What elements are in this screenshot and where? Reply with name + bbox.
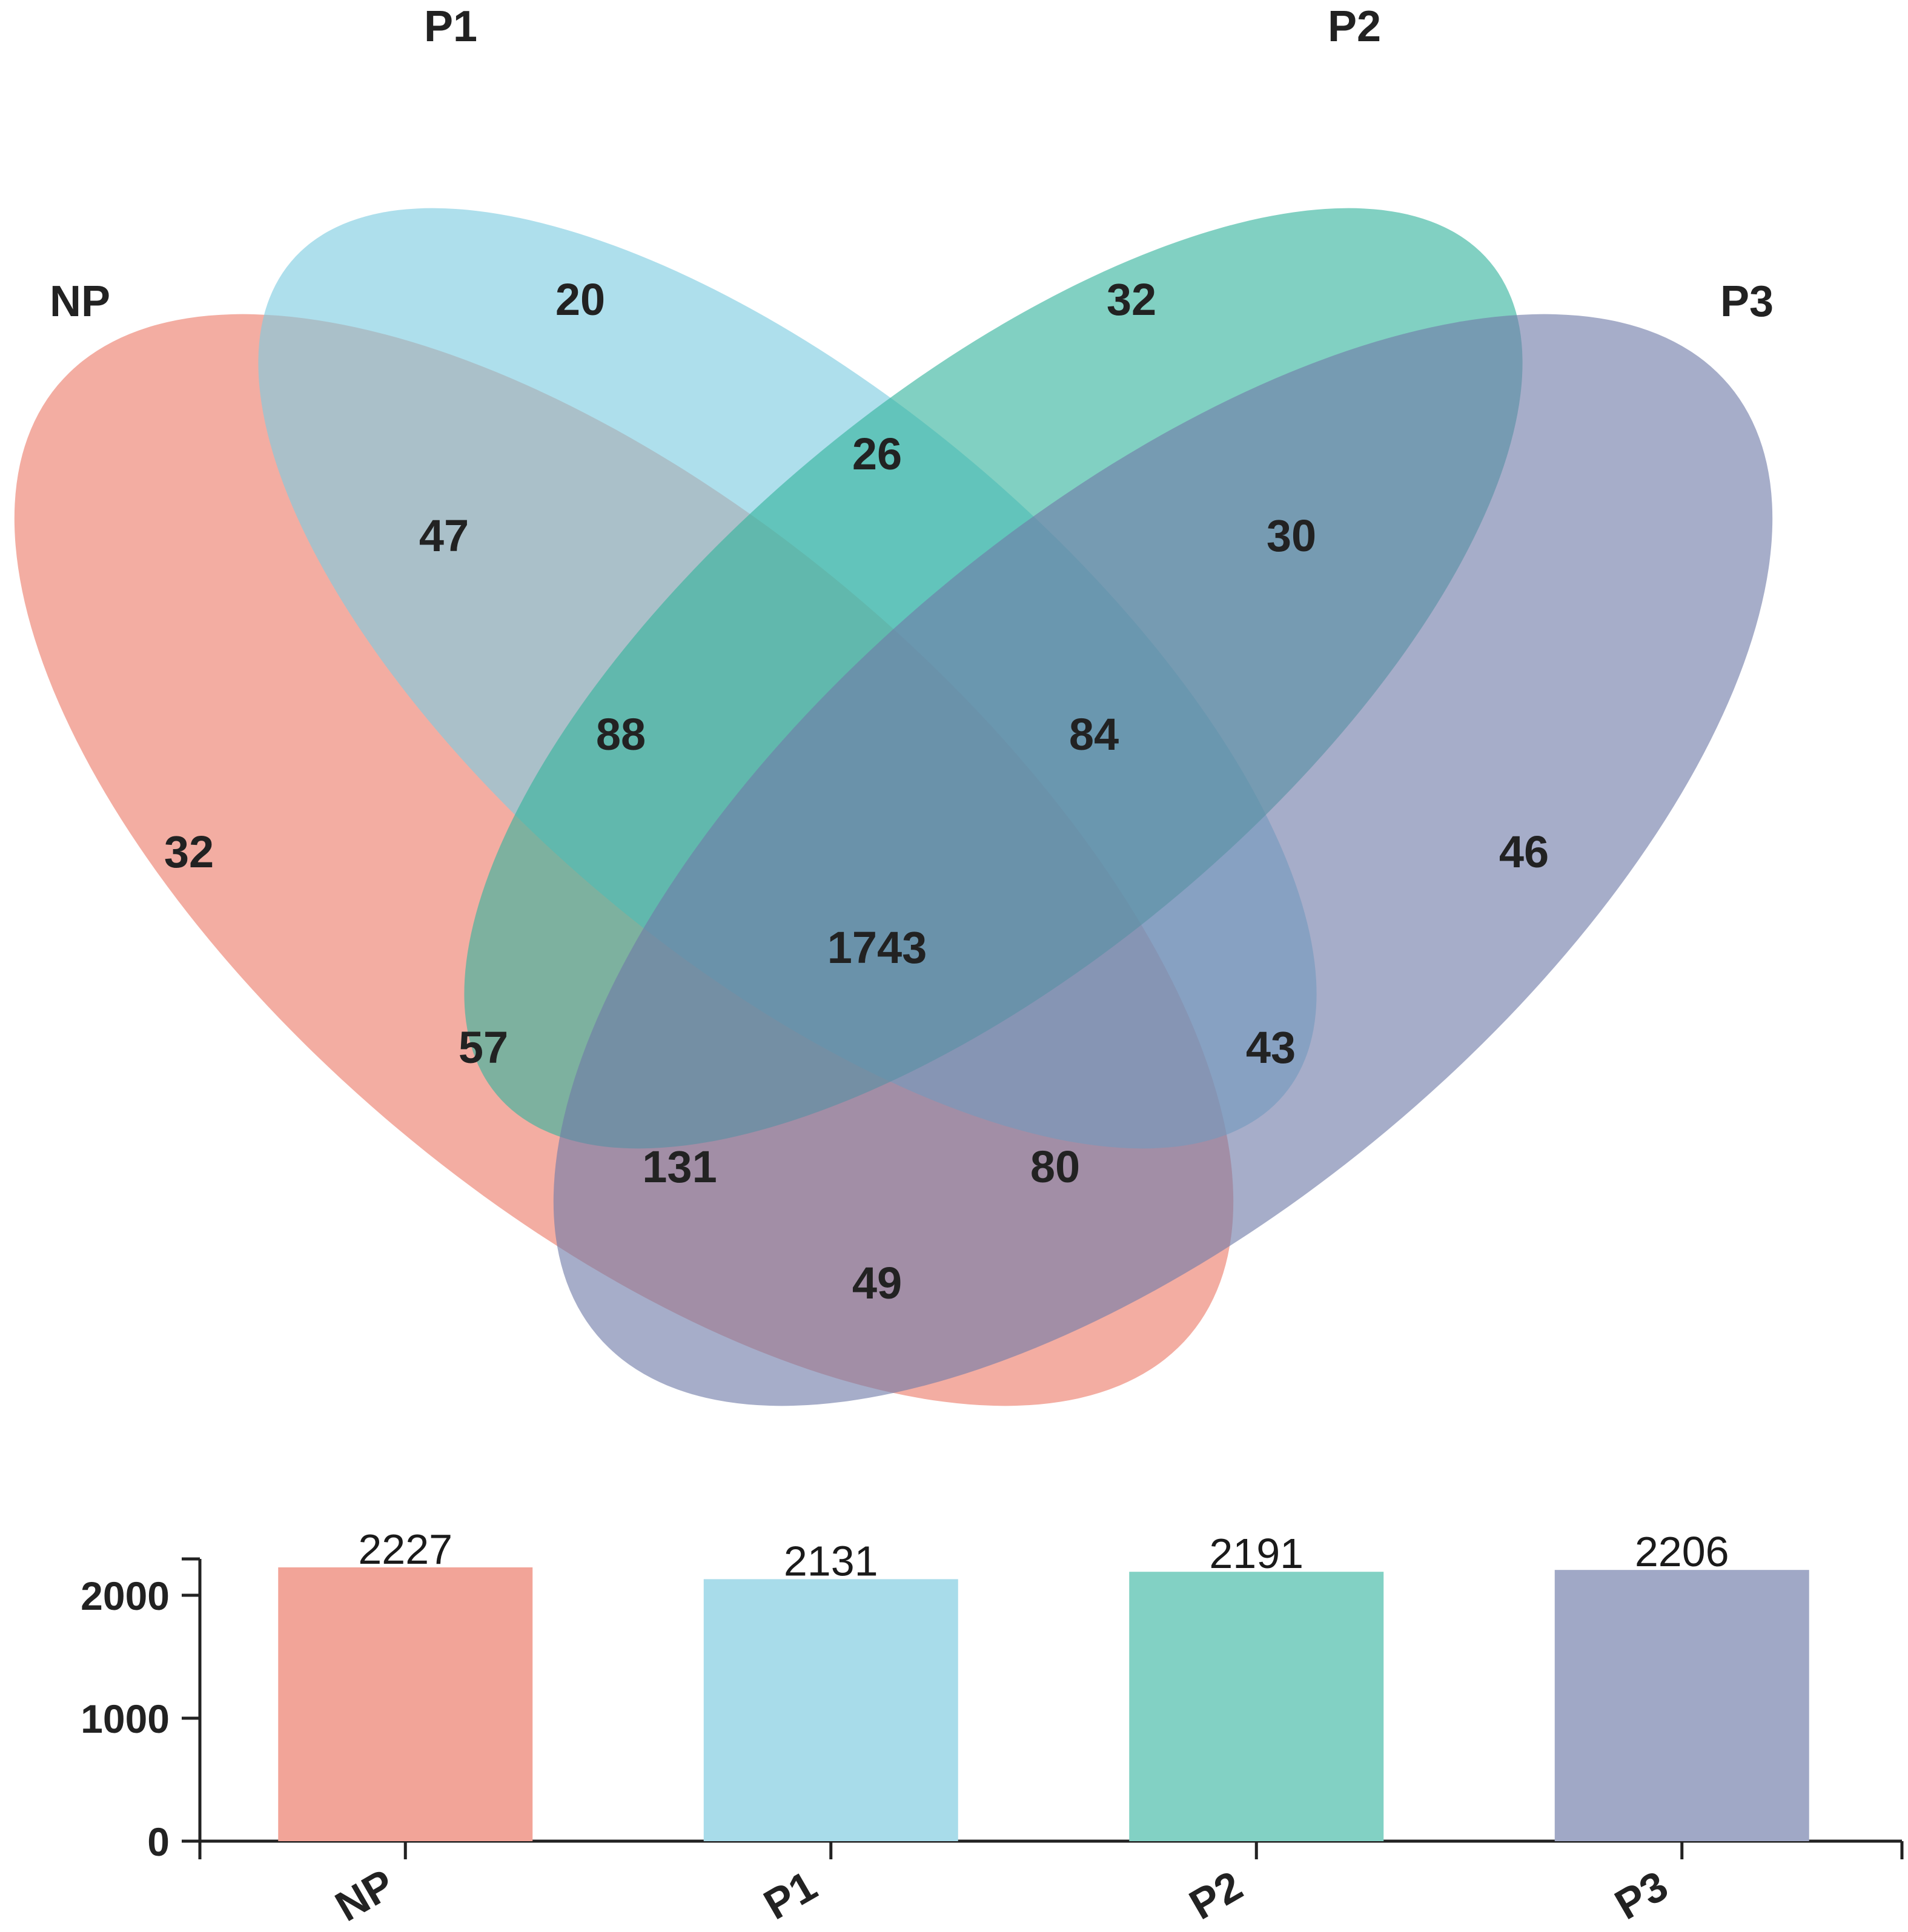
bar-value-label: 2131 bbox=[784, 1537, 878, 1584]
x-category-label: P1 bbox=[756, 1862, 824, 1928]
region-count-np-p2: 57 bbox=[459, 1022, 508, 1073]
set-label-np: NP bbox=[50, 277, 110, 326]
region-count-all: 1743 bbox=[827, 922, 927, 973]
set-label-p1: P1 bbox=[424, 2, 477, 51]
region-count-np-p1-p2: 88 bbox=[596, 709, 646, 759]
bar-value-label: 2227 bbox=[358, 1526, 452, 1573]
set-label-p3: P3 bbox=[1720, 277, 1774, 326]
region-count-np-p3: 49 bbox=[852, 1258, 902, 1308]
region-count-np-p1-p3: 80 bbox=[1030, 1142, 1080, 1192]
region-count-p2: 32 bbox=[1107, 274, 1156, 325]
region-count-p1: 20 bbox=[555, 274, 605, 325]
x-ticks: NP P1 P2 P3 bbox=[198, 1841, 1904, 1930]
region-count-np-p2-p3: 131 bbox=[642, 1142, 717, 1192]
region-count-p1-p3: 43 bbox=[1246, 1022, 1296, 1073]
bar-value-label: 2191 bbox=[1209, 1530, 1303, 1577]
region-count-p1-p2-p3: 84 bbox=[1069, 709, 1119, 759]
region-count-p3: 46 bbox=[1499, 827, 1549, 877]
x-category-label: P2 bbox=[1182, 1862, 1250, 1928]
venn-set-p3 bbox=[553, 314, 1773, 1406]
bar-np bbox=[278, 1567, 533, 1841]
x-category-label: P3 bbox=[1607, 1862, 1675, 1928]
y-ticks: 0 1000 2000 bbox=[81, 1573, 200, 1864]
bar-value-label: 2206 bbox=[1635, 1528, 1729, 1575]
y-tick-label: 0 bbox=[147, 1819, 170, 1864]
y-tick-label: 1000 bbox=[81, 1696, 170, 1741]
y-tick-label: 2000 bbox=[81, 1573, 170, 1618]
set-label-p2: P2 bbox=[1328, 2, 1381, 51]
region-count-np-p1: 47 bbox=[419, 511, 469, 561]
region-count-p2-p3: 30 bbox=[1267, 511, 1316, 561]
region-count-p1-p2: 26 bbox=[852, 429, 902, 479]
bars: 2227 2131 2191 2206 bbox=[278, 1526, 1809, 1841]
bar-chart: 0 1000 2000 2227 2131 2191 2206 NP P1 P2 P3 bbox=[81, 1526, 1904, 1930]
bar-p1 bbox=[703, 1579, 958, 1841]
x-category-label: NP bbox=[328, 1860, 402, 1930]
bar-p3 bbox=[1554, 1570, 1809, 1841]
region-count-np: 32 bbox=[164, 827, 214, 877]
bar-p2 bbox=[1129, 1572, 1384, 1841]
venn-diagram: NP P1 P2 P3 32 20 32 46 47 26 30 57 43 4… bbox=[14, 2, 1774, 1406]
